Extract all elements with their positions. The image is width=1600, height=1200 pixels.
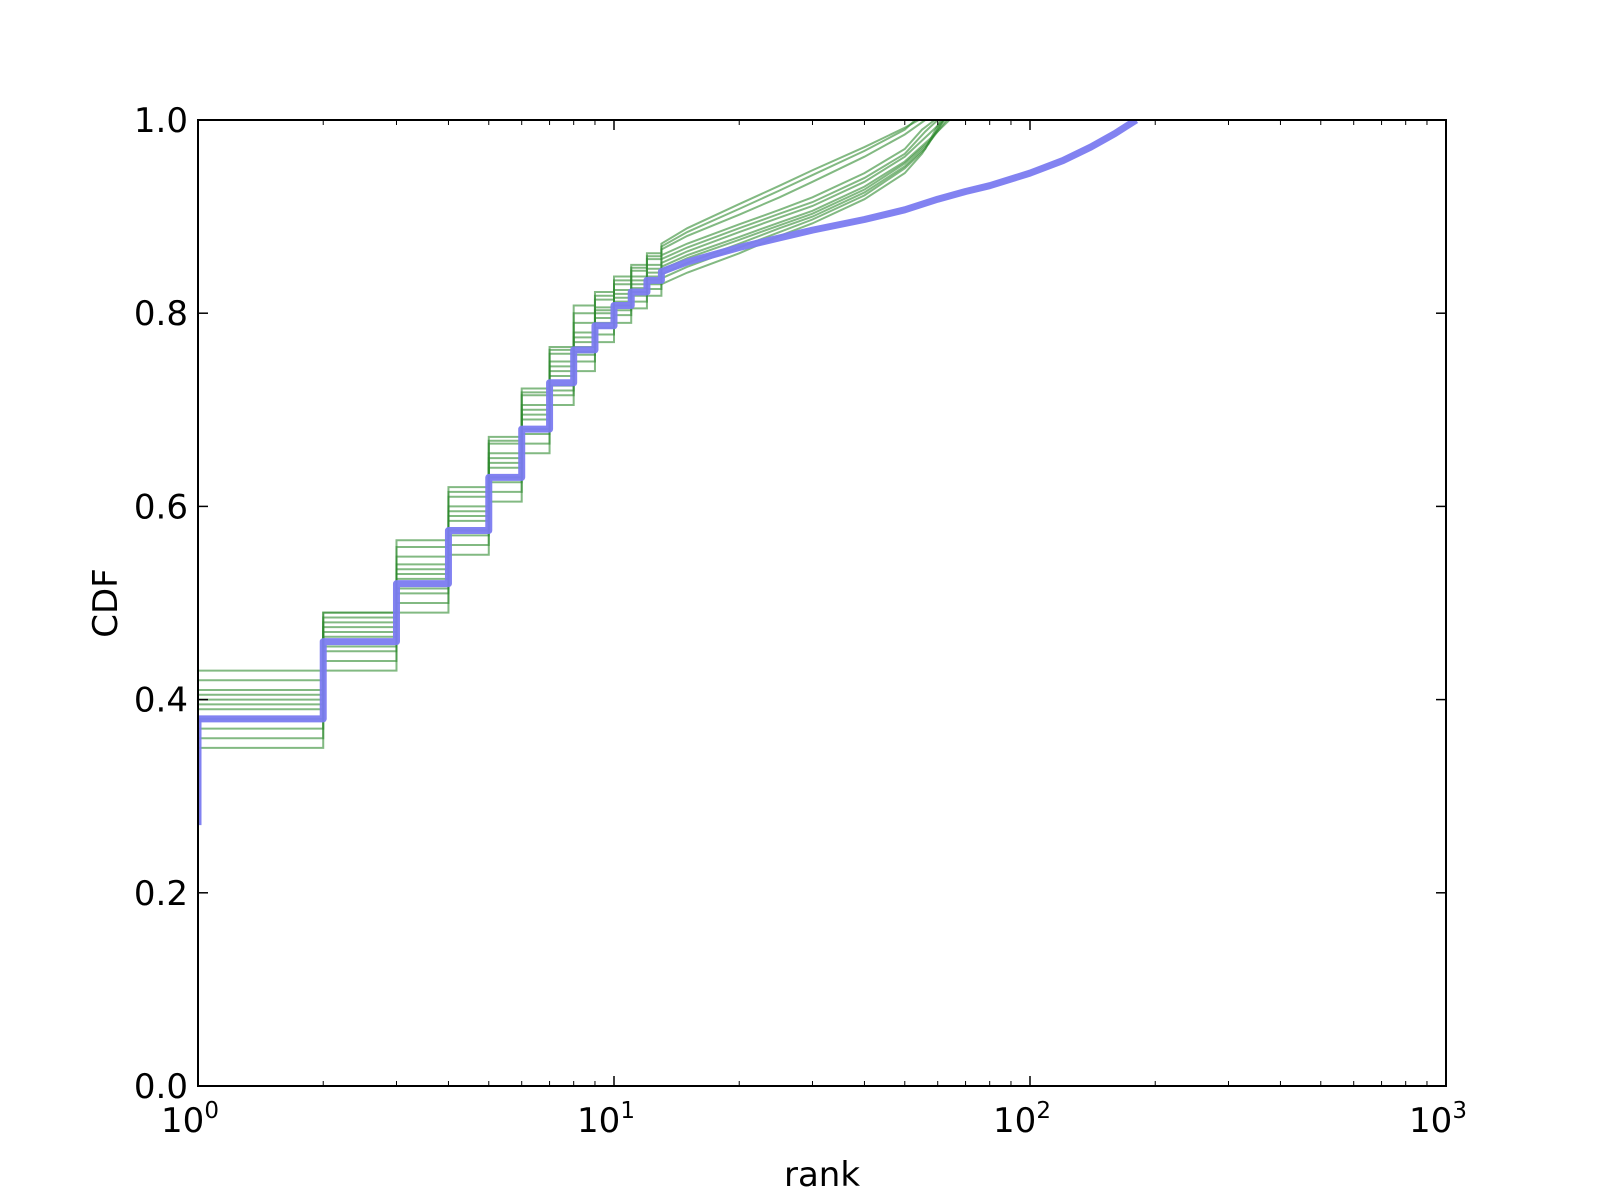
y-tick-label: 0.0	[134, 1067, 188, 1107]
x-tick-label: 100	[161, 1098, 219, 1141]
observed-series-line	[198, 120, 1139, 723]
y-tick-label: 1.0	[134, 101, 188, 141]
x-tick-label-exponent: 0	[204, 1098, 219, 1124]
x-tick-label-base: 10	[993, 1101, 1036, 1141]
y-tick-label: 0.8	[134, 294, 188, 334]
plot-frame	[197, 119, 1447, 1087]
x-tick-label: 102	[993, 1098, 1051, 1141]
x-tick-label-exponent: 1	[620, 1098, 635, 1124]
x-tick-label: 103	[1409, 1098, 1467, 1141]
y-tick-label: 0.2	[134, 874, 188, 914]
ticks-layer	[197, 119, 1447, 1087]
x-tick-label-exponent: 2	[1036, 1098, 1051, 1124]
series-layer	[198, 120, 1139, 826]
y-axis-title: CDF	[86, 568, 126, 637]
x-tick-label-exponent: 3	[1452, 1098, 1467, 1124]
x-tick-label-base: 10	[577, 1101, 620, 1141]
x-tick-label: 101	[577, 1098, 635, 1141]
x-axis-title: rank	[784, 1155, 860, 1195]
y-tick-label: 0.4	[134, 681, 188, 721]
x-tick-label-base: 10	[1409, 1101, 1452, 1141]
x-tick-label-base: 10	[161, 1101, 204, 1141]
y-tick-label: 0.6	[134, 487, 188, 527]
